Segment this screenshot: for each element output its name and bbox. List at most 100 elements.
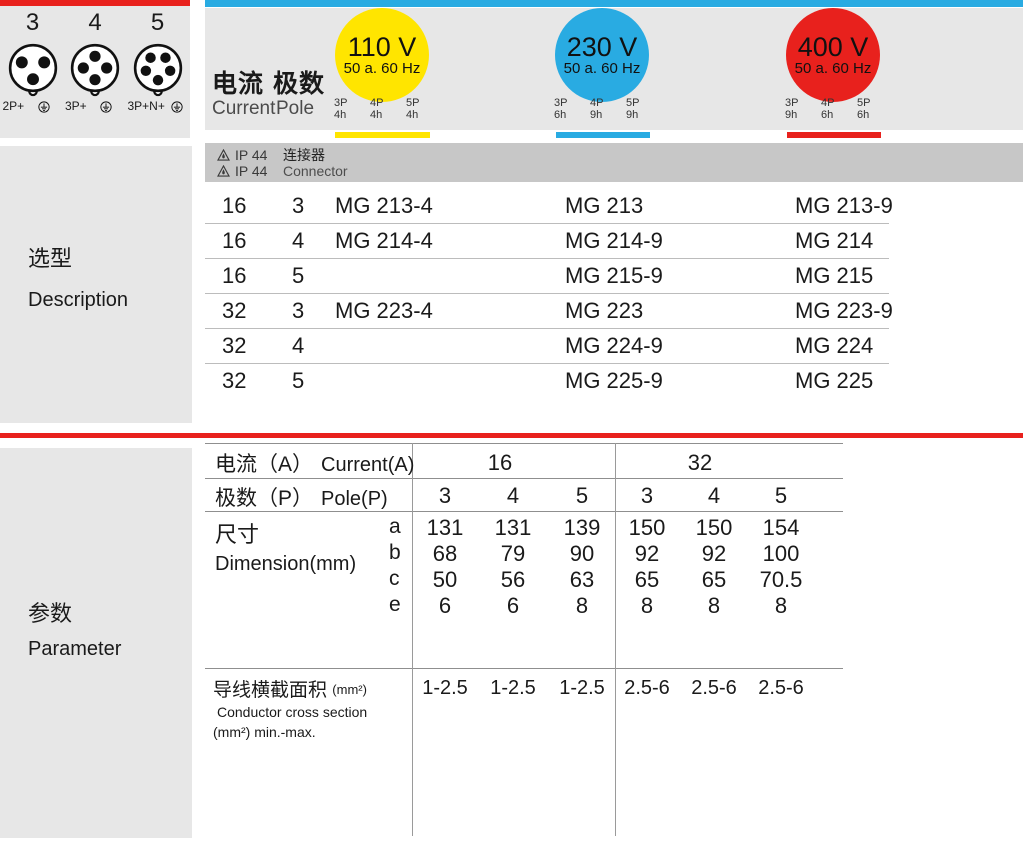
conductor-value: 2.5-6: [624, 677, 670, 699]
model-400v-cell: MG 224: [795, 333, 874, 358]
ip-row-cn: IP 44 连接器: [217, 147, 1023, 163]
table-row: 32 4 MG 224-9 MG 224: [205, 329, 889, 364]
pole-header-cell: 3: [438, 483, 452, 508]
pole-label-cn: 极数（P）: [215, 487, 314, 510]
connector-5pin: 5 3P+N+: [128, 10, 188, 113]
dimension-value: 65: [634, 567, 660, 592]
ip-rating-value: IP 44: [235, 163, 268, 179]
conductor-value: 2.5-6: [758, 677, 804, 699]
dimension-value: 6: [506, 593, 520, 618]
table-row: 16 5 MG 215-9 MG 215: [205, 259, 889, 294]
dimension-key: e: [389, 593, 401, 616]
dimension-label-cn: 尺寸: [215, 522, 260, 547]
model-400v-cell: MG 215: [795, 263, 874, 288]
conductor-value: 2.5-6: [691, 677, 737, 699]
voltage-frequency: 50 a. 60 Hz: [563, 60, 641, 77]
current-cell: 32: [222, 333, 247, 358]
connector-face-4pin-icon: [70, 43, 120, 97]
earth-icon: [38, 101, 50, 113]
current-label-en: Current(A): [321, 454, 415, 476]
product-name-en: Connector: [283, 163, 348, 179]
current-cell: 32: [222, 368, 247, 393]
connector-face-5pin-icon: [133, 43, 182, 97]
dimension-value: 90: [569, 541, 595, 566]
dimension-value: 65: [701, 567, 727, 592]
model-230v-cell: MG 223: [565, 298, 644, 323]
product-name-cn: 连接器: [283, 147, 325, 163]
pole-label-cn: 极数: [273, 70, 326, 98]
dimension-value: 92: [634, 541, 660, 566]
connector-config-text: 3P+: [65, 99, 87, 113]
top-red-bar: [0, 0, 190, 6]
table-row: 32 5 MG 225-9 MG 225: [205, 364, 889, 398]
pole-header-cell: 5: [575, 483, 589, 508]
voltage-underline-110v: [335, 132, 430, 138]
parameter-table: 电流（A） Current(A) 16 32 极数（P） Pole(P) 3 4 5…: [205, 443, 865, 839]
table-line: [205, 511, 843, 512]
model-110v-cell: MG 214-4: [335, 228, 433, 253]
pole-hour: 3P 9h: [785, 97, 799, 121]
dimension-value: 100: [762, 541, 800, 566]
earth-icon: [171, 101, 183, 113]
connector-panel: 3 2P+ 4: [0, 6, 190, 138]
connector-face-3pin-icon: [8, 43, 57, 97]
connector-config-label: 2P+: [3, 99, 63, 113]
connector-config-label: 3P+: [65, 99, 125, 113]
current-row-label: 电流（A） Current(A): [215, 448, 414, 478]
voltage-value: 230 V: [566, 32, 638, 62]
conductor-value: 1-2.5: [490, 677, 536, 699]
voltage-value: 110 V: [347, 32, 417, 62]
dimension-value: 8: [640, 593, 654, 618]
pole-hour-group-230v: 3P 6h 4P 9h 5P 9h: [554, 97, 662, 121]
conductor-value: 1-2.5: [559, 677, 605, 699]
dimension-key: a: [389, 515, 401, 538]
pole-hour: 5P 4h: [406, 97, 420, 121]
table-row: 32 3 MG 223-4 MG 223 MG 223-9: [205, 294, 893, 329]
dimension-value: 131: [426, 515, 464, 540]
pole-row-label: 极数（P） Pole(P): [215, 482, 388, 512]
table-line: [412, 443, 413, 836]
pole-hour: 3P 6h: [554, 97, 568, 121]
voltage-underline-400v: [787, 132, 881, 138]
voltage-frequency: 50 a. 60 Hz: [794, 60, 872, 77]
connector-4pin: 4 3P+: [65, 10, 125, 113]
splash-proof-icon: [217, 165, 230, 177]
pole-cell: 3: [292, 298, 305, 323]
conductor-value: 1-2.5: [422, 677, 468, 699]
dimension-label-en: Dimension(mm): [215, 553, 357, 575]
dimension-value: 63: [569, 567, 595, 592]
conductor-label-en2: (mm²) min.-max.: [213, 724, 316, 740]
model-110v-cell: MG 213-4: [335, 193, 433, 218]
dimension-value: 6: [438, 593, 452, 618]
pole-hour: 5P 9h: [626, 97, 640, 121]
pole-header-cell: 5: [774, 483, 788, 508]
dimension-value: 68: [432, 541, 458, 566]
pole-hour: 4P 6h: [821, 97, 835, 121]
current-label-en: Current: [212, 98, 276, 119]
model-400v-cell: MG 213-9: [795, 193, 893, 218]
dimension-value: 154: [762, 515, 800, 540]
dimension-value: 150: [628, 515, 666, 540]
section-title-cn: 参数: [28, 601, 73, 626]
model-110v-cell: MG 223-4: [335, 298, 433, 323]
conductor-label-en: Conductor cross section: [217, 704, 368, 720]
dimension-value: 139: [563, 515, 601, 540]
connector-pole-count: 4: [88, 9, 102, 36]
current-cell: 16: [222, 193, 247, 218]
pole-header-cell: 4: [506, 483, 520, 508]
pole-hour: 3P 4h: [334, 97, 348, 121]
pole-label-en: Pole(P): [321, 488, 388, 510]
model-230v-cell: MG 224-9: [565, 333, 663, 358]
model-230v-cell: MG 225-9: [565, 368, 663, 393]
dimension-value: 70.5: [759, 567, 803, 592]
top-cyan-bar: [205, 0, 1023, 7]
model-230v-cell: MG 213: [565, 193, 644, 218]
model-400v-cell: MG 225: [795, 368, 874, 393]
section-title-cn: 选型: [28, 246, 73, 271]
model-selection-table: 16 3 MG 213-4 MG 213 MG 213-9 16 4 MG 21…: [205, 189, 893, 398]
section-title-en: Description: [28, 289, 129, 311]
current-cell: 16: [222, 263, 247, 288]
connector-3pin: 3 2P+: [3, 10, 63, 113]
dimension-value: 56: [500, 567, 526, 592]
